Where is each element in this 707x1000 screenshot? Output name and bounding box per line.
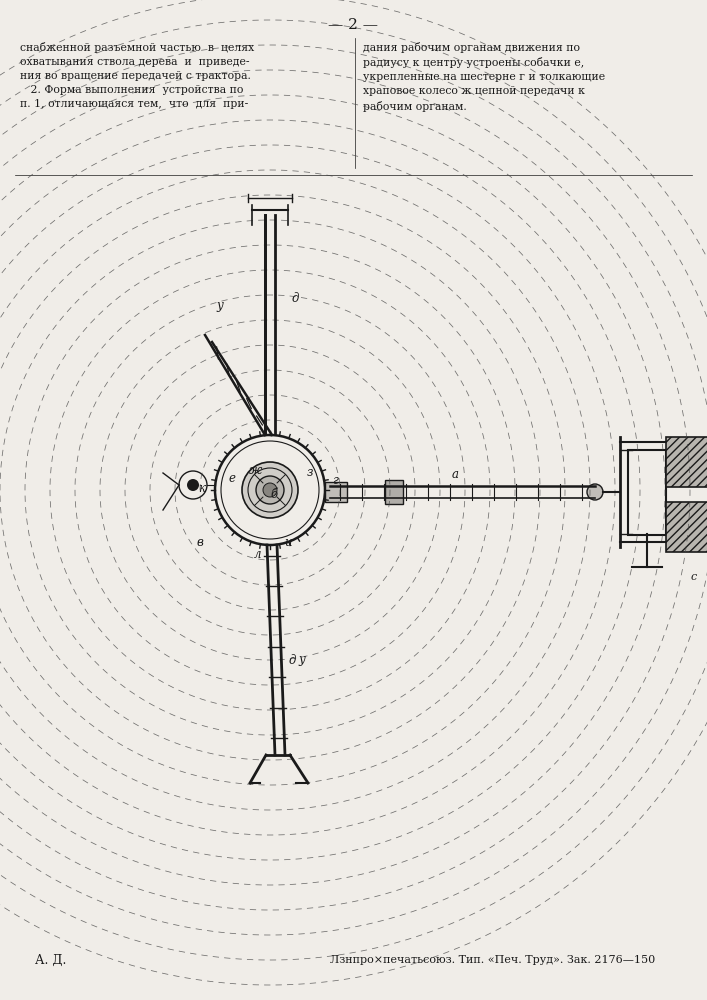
Circle shape [187,479,199,491]
Text: снабженной разъемной частью  в  целях
охватывания ствола дерева  и  приведе-
ния: снабженной разъемной частью в целях охва… [20,42,255,109]
Bar [666,502,707,552]
Bar [628,450,666,535]
Circle shape [587,484,603,500]
Text: у: у [298,654,305,666]
Text: ж: ж [250,464,263,477]
Text: А. Д.: А. Д. [35,954,66,966]
Bar [325,482,347,502]
Text: з: з [307,466,313,479]
Text: дания рабочим органам движения по
радиусу к центру устроены собачки е,
укрепленн: дания рабочим органам движения по радиус… [363,42,605,112]
Text: д: д [291,292,299,304]
Text: д: д [288,654,296,666]
Text: б: б [271,488,278,500]
Circle shape [242,462,298,518]
Circle shape [263,483,277,497]
Text: а: а [452,468,459,482]
Text: е: е [228,472,235,485]
Text: с: с [691,572,697,582]
Bar [385,480,403,504]
Text: в: в [197,536,204,548]
Text: у: у [216,298,223,312]
Circle shape [256,476,284,504]
Text: л: л [255,548,262,562]
Text: Лзнпро×печатьсоюз. Тип. «Печ. Труд». Зак. 2176—150: Лзнпро×печатьсоюз. Тип. «Печ. Труд». Зак… [330,955,655,965]
Bar [666,437,707,487]
Text: и: и [284,536,292,548]
Text: г: г [332,474,338,487]
Text: — 2 —: — 2 — [328,18,378,32]
Text: к: к [199,482,206,494]
